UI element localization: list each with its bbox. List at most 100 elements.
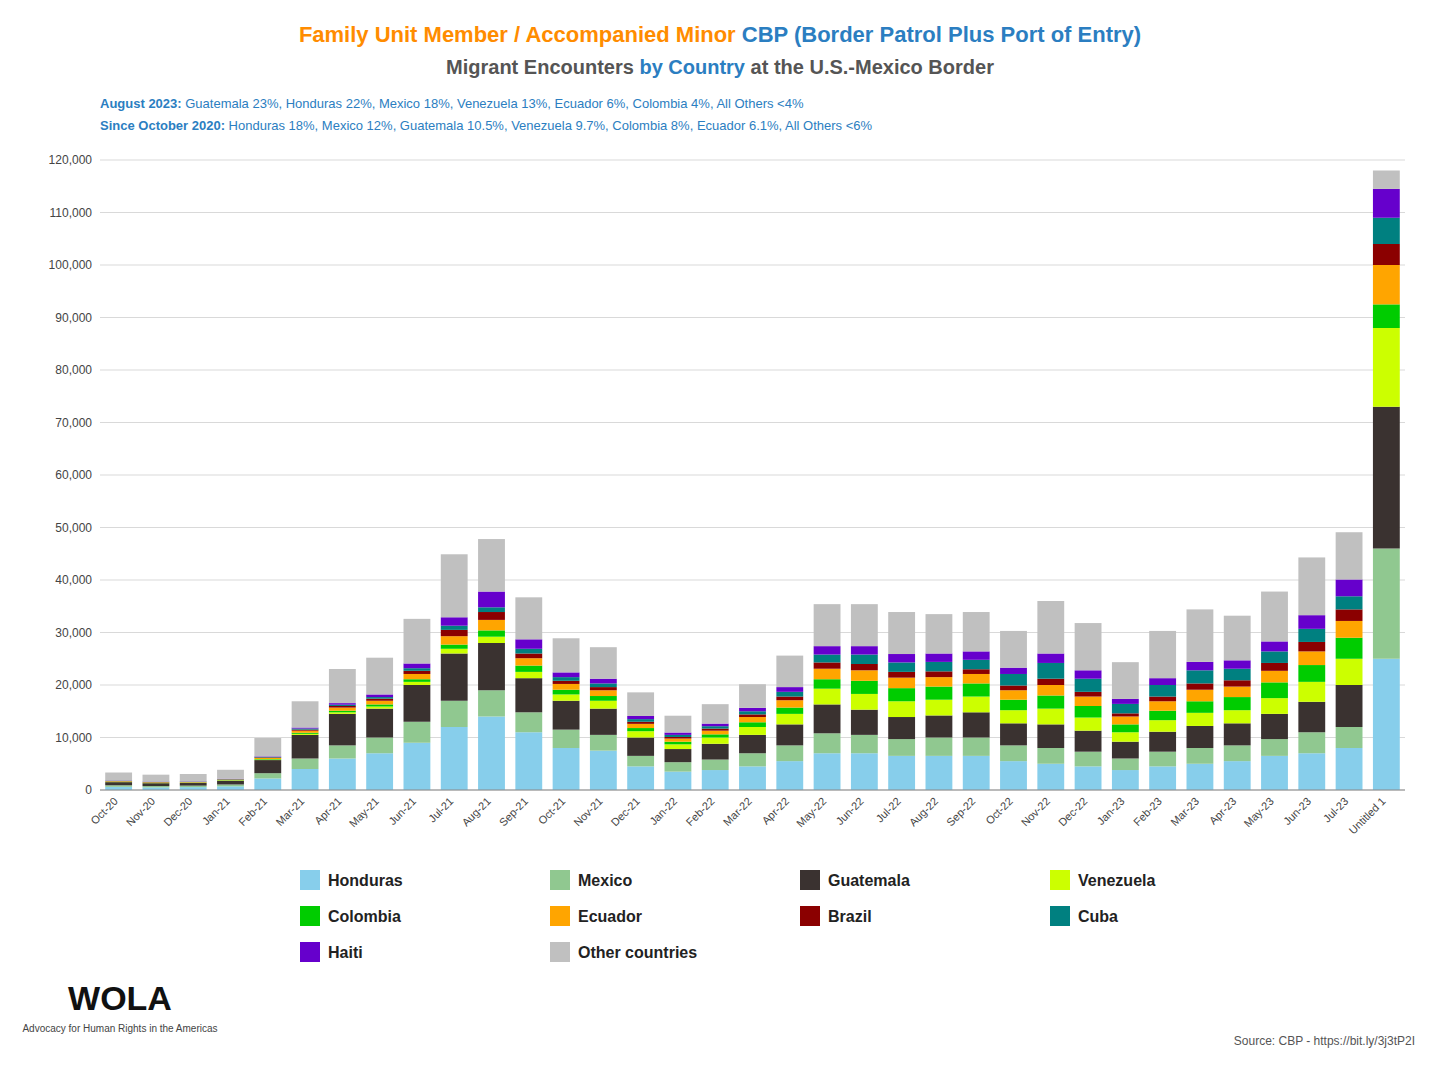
title-part: CBP (Border Patrol Plus Port of Entry) (742, 22, 1141, 47)
legend-item: Haiti (300, 942, 363, 962)
bar-segment (1000, 761, 1027, 790)
bar-segment (1037, 764, 1064, 790)
bar-segment (404, 674, 431, 679)
bar-segment (292, 769, 319, 790)
bar-segment (1298, 753, 1325, 790)
x-tick-label: Dec-22 (1056, 795, 1090, 829)
bar-segment (366, 697, 393, 699)
grid-line (100, 475, 1405, 476)
y-tick-label: 10,000 (55, 731, 92, 745)
bar-segment (1149, 697, 1176, 702)
bar-segment (888, 654, 915, 662)
bar-segment (515, 732, 542, 790)
bar-segment (888, 701, 915, 717)
x-tick-label: May-21 (347, 795, 381, 829)
bar-segment (739, 722, 766, 727)
bar-segment (1261, 714, 1288, 739)
bar-segment (627, 756, 654, 767)
bar-segment (441, 630, 468, 636)
bar-segment (478, 612, 505, 620)
logo: WOLA (68, 979, 172, 1017)
bar-segment (1075, 692, 1102, 697)
bar-segment (1336, 596, 1363, 609)
bar-segment (366, 707, 393, 709)
bar-segment (478, 717, 505, 791)
bar-segment (590, 751, 617, 790)
bar-segment (1075, 752, 1102, 767)
bar-segment (702, 726, 729, 728)
series (105, 189, 1400, 782)
bar-segment (926, 614, 953, 653)
bar-segment (515, 654, 542, 659)
bar-segment (590, 709, 617, 735)
bar-segment (665, 735, 692, 737)
x-tick-label: Mar-22 (721, 795, 754, 828)
bar-segment (515, 639, 542, 648)
bar-segment (814, 733, 841, 753)
y-tick-label: 110,000 (50, 206, 93, 220)
x-tick-label: Apr-22 (759, 795, 791, 827)
bar-segment (814, 662, 841, 668)
series (105, 244, 1400, 782)
bar-segment (1037, 601, 1064, 654)
bar-segment (1298, 615, 1325, 629)
bar-segment (1112, 717, 1139, 725)
bar-segment (665, 742, 692, 745)
bar-segment (963, 756, 990, 790)
bar-segment (105, 780, 132, 781)
bar-segment (1149, 766, 1176, 790)
bar-segment (665, 739, 692, 742)
legend-swatch (550, 942, 570, 962)
bar-segment (590, 687, 617, 690)
bar-segment (627, 738, 654, 756)
bar-segment (1000, 631, 1027, 668)
bar-segment (1298, 557, 1325, 615)
x-tick-label: Jul-22 (873, 795, 903, 825)
bar-segment (1298, 732, 1325, 753)
bar-segment (590, 696, 617, 701)
bar-segment (441, 727, 468, 790)
bar-segment (1373, 265, 1400, 304)
x-tick-label: Oct-20 (88, 795, 120, 827)
bar-segment (1224, 761, 1251, 790)
bar-segment (1037, 663, 1064, 679)
legend-item: Ecuador (550, 906, 642, 926)
bar-segment (553, 672, 580, 677)
bar-segment (1149, 678, 1176, 685)
bar-segment (814, 604, 841, 646)
bar-segment (292, 731, 319, 733)
bar-segment (739, 727, 766, 735)
bar-segment (1075, 697, 1102, 706)
bar-segment (1000, 745, 1027, 761)
bar-segment (590, 690, 617, 696)
bar-segment (1112, 713, 1139, 716)
bar-segment (1075, 718, 1102, 731)
bar-segment (776, 714, 803, 725)
bar-segment (1298, 629, 1325, 642)
x-tick-label: Untitled 1 (1346, 795, 1387, 836)
bar-segment (441, 645, 468, 649)
bar-segment (739, 753, 766, 766)
bar-segment (217, 779, 244, 780)
bar-segment (329, 759, 356, 791)
legend-item: Cuba (1050, 906, 1118, 926)
bar-segment (1187, 609, 1214, 662)
bar-segment (1224, 680, 1251, 686)
bar-segment (776, 697, 803, 701)
bar-segment (1336, 727, 1363, 748)
bar-segment (478, 630, 505, 636)
bar-segment (1149, 732, 1176, 752)
bar-segment (1149, 720, 1176, 732)
bar-segment (1149, 701, 1176, 710)
bar-segment (366, 699, 393, 701)
bar-segment (1187, 690, 1214, 702)
bar-segment (702, 744, 729, 760)
bar-segment (665, 772, 692, 790)
bar-segment (105, 782, 132, 785)
bar-segment (217, 781, 244, 785)
bar-segment (478, 690, 505, 716)
series (105, 265, 1400, 783)
bar-segment (1112, 704, 1139, 713)
bar-segment (180, 782, 207, 783)
bar-segment (776, 761, 803, 790)
